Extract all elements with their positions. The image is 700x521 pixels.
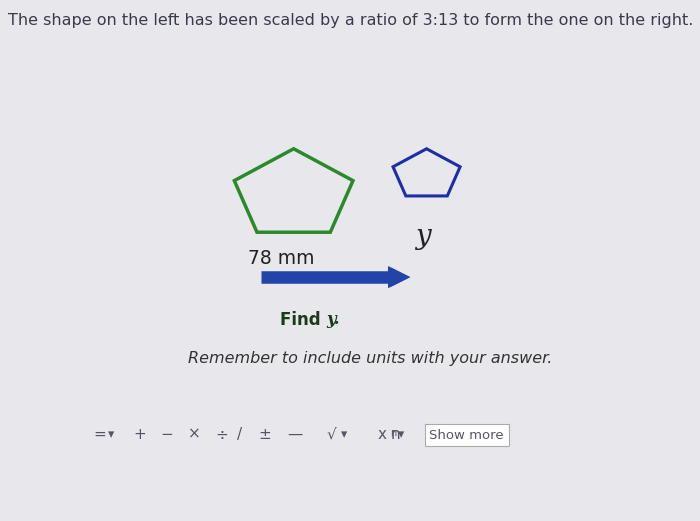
Text: /: / xyxy=(237,427,242,442)
Text: —: — xyxy=(287,427,302,442)
Text: n: n xyxy=(390,427,400,442)
Text: n: n xyxy=(390,428,396,438)
Text: Show more: Show more xyxy=(429,429,504,442)
Text: y: y xyxy=(415,223,430,250)
Text: ÷: ÷ xyxy=(215,427,228,442)
Text: +: + xyxy=(134,427,146,442)
Text: y.: y. xyxy=(326,311,340,328)
Text: Remember to include units with your answer.: Remember to include units with your answ… xyxy=(188,351,552,366)
Text: −: − xyxy=(161,427,174,442)
Text: ▾: ▾ xyxy=(108,429,114,442)
Text: The shape on the left has been scaled by a ratio of 3:13 to form the one on the : The shape on the left has been scaled by… xyxy=(8,13,694,28)
Text: √: √ xyxy=(326,427,336,442)
Text: x: x xyxy=(378,427,386,442)
Text: ▾: ▾ xyxy=(398,429,404,442)
Text: ▾: ▾ xyxy=(342,429,348,442)
Text: 78 mm: 78 mm xyxy=(248,249,314,268)
Text: ±: ± xyxy=(258,427,271,442)
Text: ×: × xyxy=(188,427,201,442)
FancyArrowPatch shape xyxy=(388,266,410,288)
Text: Find: Find xyxy=(280,311,326,329)
Text: =: = xyxy=(93,427,106,442)
